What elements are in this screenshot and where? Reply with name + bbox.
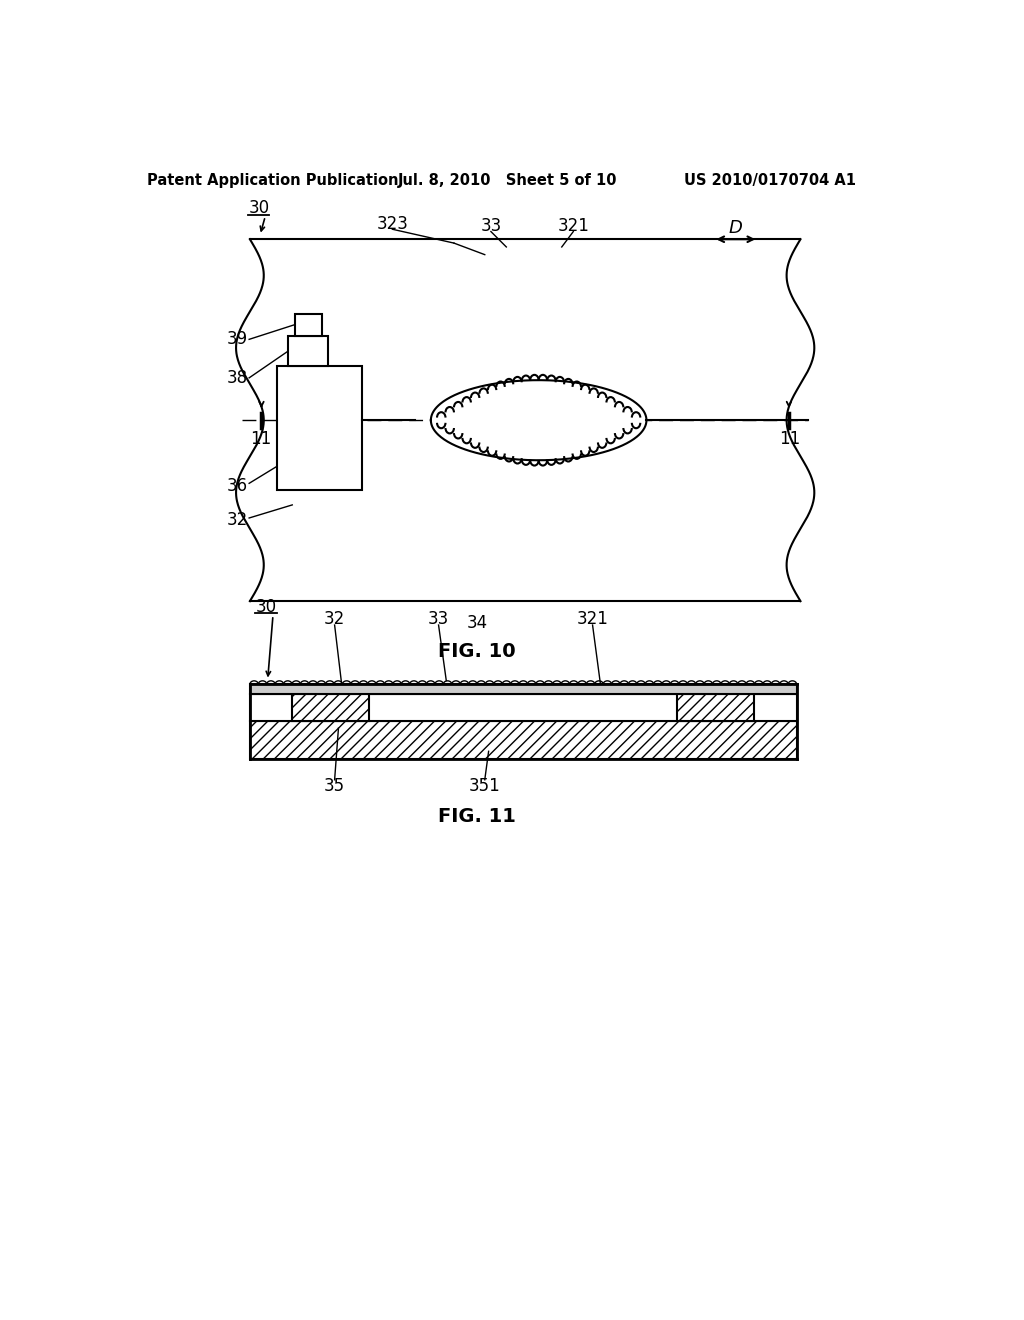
- Text: Jul. 8, 2010   Sheet 5 of 10: Jul. 8, 2010 Sheet 5 of 10: [398, 173, 617, 189]
- Text: D: D: [728, 219, 742, 236]
- Text: 35: 35: [324, 777, 345, 795]
- Text: 33: 33: [480, 218, 502, 235]
- Text: 11: 11: [779, 430, 801, 447]
- Text: 34: 34: [467, 614, 487, 632]
- Bar: [250, 684, 797, 693]
- Text: 32: 32: [226, 511, 248, 529]
- Bar: [250, 721, 797, 759]
- Text: US 2010/0170704 A1: US 2010/0170704 A1: [684, 173, 856, 189]
- Text: 30: 30: [249, 199, 269, 218]
- Text: 33: 33: [428, 610, 450, 628]
- Text: FIG. 10: FIG. 10: [438, 642, 516, 661]
- Bar: [276, 366, 361, 490]
- Bar: [295, 314, 323, 335]
- Text: 30: 30: [255, 598, 276, 616]
- Bar: [677, 693, 755, 721]
- Text: 321: 321: [557, 218, 589, 235]
- Text: 11: 11: [250, 430, 271, 447]
- Text: 321: 321: [577, 610, 608, 628]
- Text: 32: 32: [324, 610, 345, 628]
- Bar: [292, 693, 370, 721]
- Bar: [289, 335, 329, 367]
- Bar: [250, 693, 797, 721]
- Polygon shape: [431, 380, 646, 461]
- Text: 36: 36: [226, 477, 248, 495]
- Text: FIG. 11: FIG. 11: [438, 808, 516, 826]
- Text: 323: 323: [377, 215, 409, 232]
- Text: 38: 38: [226, 368, 248, 387]
- Text: Patent Application Publication: Patent Application Publication: [147, 173, 398, 189]
- Text: 351: 351: [469, 777, 501, 795]
- Text: 39: 39: [226, 330, 248, 348]
